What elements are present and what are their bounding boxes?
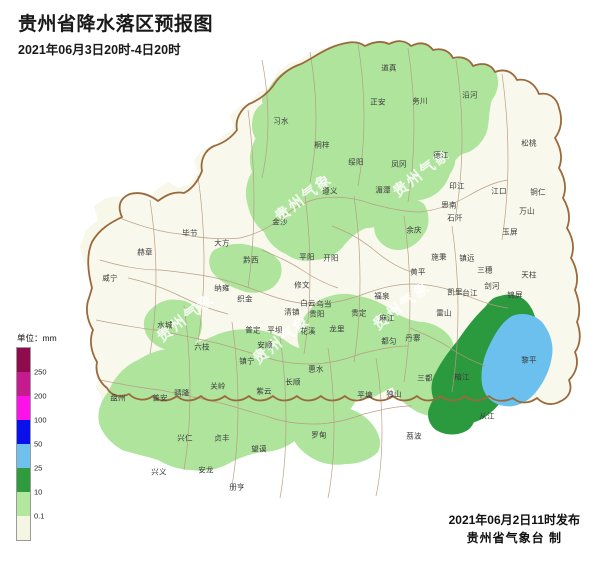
- page-title: 贵州省降水落区预报图: [18, 14, 214, 35]
- legend-tick-25: 25: [34, 463, 43, 473]
- legend-tick-250: 250: [34, 367, 47, 377]
- legend-swatch-0.1-10: [17, 492, 30, 516]
- issuer-label: 贵州省气象台 制: [466, 531, 562, 545]
- legend-swatch-200-250: [17, 372, 30, 396]
- legend-unit-label: 单位：mm: [17, 333, 57, 343]
- county-boundaries: [95, 43, 509, 499]
- legend-swatch-250以上: [17, 348, 30, 372]
- legend-tick-200: 200: [34, 391, 47, 401]
- band-25-50-layer: [481, 314, 553, 407]
- legend-swatch-10-25: [17, 468, 30, 492]
- legend-swatch-50-100: [17, 420, 30, 444]
- footer: 2021年06月2日11时发布 贵州省气象台 制: [449, 511, 580, 547]
- legend-tick-0.1: 0.1: [34, 511, 45, 521]
- forecast-period-label: 2021年06月3日20时-4日20时: [18, 42, 181, 57]
- legend-swatch-25-50: [17, 444, 30, 468]
- province-border: [86, 40, 581, 405]
- legend-color-bar: [16, 347, 31, 541]
- issue-time-label: 2021年06月2日11时发布: [448, 513, 580, 527]
- legend-swatch-100-200: [17, 396, 30, 420]
- title-block: 贵州省降水落区预报图 2021年06月3日20时-4日20时: [18, 14, 213, 58]
- legend-bar-wrapper: 250 200 100 50 25 10 0.1: [16, 347, 70, 541]
- legend-tick-100: 100: [34, 415, 47, 425]
- legend-swatch-0-0.1: [17, 516, 30, 540]
- legend: 单位：mm 250 200 100 50 25 10 0.1: [16, 332, 70, 541]
- legend-tick-10: 10: [34, 487, 43, 497]
- legend-tick-50: 50: [34, 439, 43, 449]
